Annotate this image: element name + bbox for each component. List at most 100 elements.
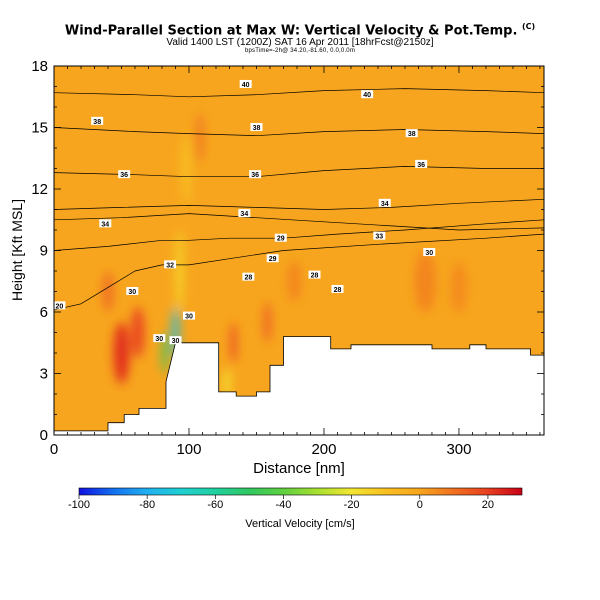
velocity-cell	[102, 271, 114, 312]
svg-text:38: 38	[253, 125, 261, 132]
contour-label: 36	[249, 170, 262, 179]
contour-label: 30	[169, 336, 182, 345]
y-axis-label: Height [Kft MSL]	[9, 199, 25, 301]
contour-label: 34	[238, 209, 251, 218]
contour-label: 28	[308, 270, 321, 280]
svg-text:32: 32	[166, 262, 174, 269]
isentrope-line	[54, 213, 544, 231]
colorbar-gradient	[78, 487, 523, 496]
contour-label: 30	[153, 334, 166, 343]
svg-text:33: 33	[375, 234, 383, 241]
svg-text:29: 29	[269, 256, 277, 263]
colorbar-tick-label: -80	[139, 499, 155, 511]
contour-label: 32	[164, 260, 177, 269]
colorbar-ticks: -100 -80 -60 -40 -20 0 20	[68, 495, 494, 511]
contour-label: 34	[99, 219, 112, 228]
velocity-cell	[263, 301, 272, 343]
chart-subtitle: Valid 1400 LST (1200Z) SAT 16 Apr 2011 […	[166, 37, 434, 48]
svg-text:30: 30	[128, 289, 136, 296]
colorbar-label: Vertical Velocity [cm/s]	[245, 518, 354, 530]
colorbar-tick-label: 0	[417, 499, 423, 511]
y-tick-label: 6	[40, 304, 48, 321]
contour-label: 28	[242, 272, 255, 282]
svg-text:34: 34	[101, 221, 109, 228]
velocity-cell	[414, 250, 437, 312]
velocity-cell	[161, 332, 168, 374]
contour-label: 34	[378, 198, 391, 208]
y-tick-label: 12	[31, 181, 48, 198]
contour-label: 29	[266, 254, 279, 263]
y-tick-label: 18	[31, 58, 48, 75]
svg-text:38: 38	[408, 131, 416, 138]
chart-detail-line: bpsTime=-2h@ 34.20,-81.60, 0.0,0.0m	[244, 48, 356, 54]
contour-label: 30	[423, 248, 436, 257]
isentrope-lines	[54, 88, 544, 311]
svg-text:28: 28	[244, 275, 252, 282]
colorbar-tick-label: -100	[68, 499, 90, 511]
x-tick-label: 0	[50, 441, 58, 458]
x-tick-label: 300	[446, 441, 471, 458]
y-tick-label: 9	[40, 243, 48, 260]
velocity-cell	[113, 322, 130, 384]
colorbar-tick-label: -20	[344, 499, 360, 511]
svg-text:34: 34	[240, 211, 248, 218]
contour-label: 38	[91, 116, 104, 126]
svg-text:30: 30	[172, 338, 180, 345]
isentrope-line	[54, 198, 544, 210]
svg-text:36: 36	[251, 172, 259, 179]
contour-labels: 20 30 30 32 30 30 28 29 29 28 28 30 33 34 34 34 36 36 36 38…	[54, 79, 436, 345]
svg-text:40: 40	[242, 82, 250, 89]
colorbar: -100 -80 -60 -40 -20 0 20 Vertical Velocity [c…	[68, 487, 523, 530]
svg-text:38: 38	[93, 119, 101, 126]
contour-label: 40	[361, 90, 374, 99]
contour-label: 29	[274, 233, 287, 243]
colorbar-tick-label: -60	[207, 499, 223, 511]
svg-text:20: 20	[56, 303, 64, 310]
colorbar-tick-label: 20	[482, 499, 494, 511]
svg-text:29: 29	[277, 236, 285, 243]
contour-label: 30	[126, 287, 139, 296]
contour-label: 28	[331, 284, 344, 294]
velocity-cell	[223, 368, 231, 400]
y-tick-label: 0	[40, 427, 48, 444]
velocity-cell	[230, 322, 237, 364]
isentrope-line	[54, 233, 544, 311]
isentrope-line	[54, 166, 544, 178]
y-tick-label: 15	[31, 120, 48, 137]
svg-text:28: 28	[311, 273, 319, 280]
y-tick-label: 3	[40, 366, 48, 383]
contour-label: 38	[405, 129, 418, 138]
contour-label: 40	[239, 79, 252, 89]
svg-text:30: 30	[185, 314, 193, 321]
velocity-cell	[195, 112, 204, 164]
svg-text:34: 34	[381, 201, 389, 208]
isentrope-line	[54, 127, 544, 137]
isentrope-line	[54, 219, 544, 251]
velocity-cell	[181, 132, 192, 205]
colorbar-tick-label: -40	[276, 499, 292, 511]
svg-text:36: 36	[417, 162, 425, 169]
contour-label: 36	[118, 170, 131, 179]
contour-label: 38	[250, 123, 263, 132]
isentrope-line	[54, 88, 544, 98]
plot-area: 20 30 30 32 30 30 28 29 29 28 28 30 33 34 34 34 36 36 36 38…	[54, 66, 544, 435]
terrain-mask	[54, 336, 544, 435]
x-axis: 0 100 200 300	[50, 66, 541, 458]
svg-text:40: 40	[363, 92, 371, 99]
svg-text:28: 28	[334, 287, 342, 294]
svg-text:30: 30	[155, 336, 163, 343]
x-axis-label: Distance [nm]	[253, 460, 345, 477]
velocity-cell	[450, 261, 468, 314]
svg-text:36: 36	[120, 172, 128, 179]
contour-label: 33	[373, 231, 386, 241]
x-tick-label: 200	[311, 441, 336, 458]
contour-label: 20	[54, 301, 66, 310]
contour-label: 36	[415, 159, 428, 169]
x-tick-label: 100	[176, 441, 201, 458]
velocity-cell	[130, 306, 145, 359]
chart-title: Wind-Parallel Section at Max W: Vertical…	[64, 22, 536, 39]
svg-text:30: 30	[425, 250, 433, 257]
velocity-cell	[175, 230, 184, 312]
